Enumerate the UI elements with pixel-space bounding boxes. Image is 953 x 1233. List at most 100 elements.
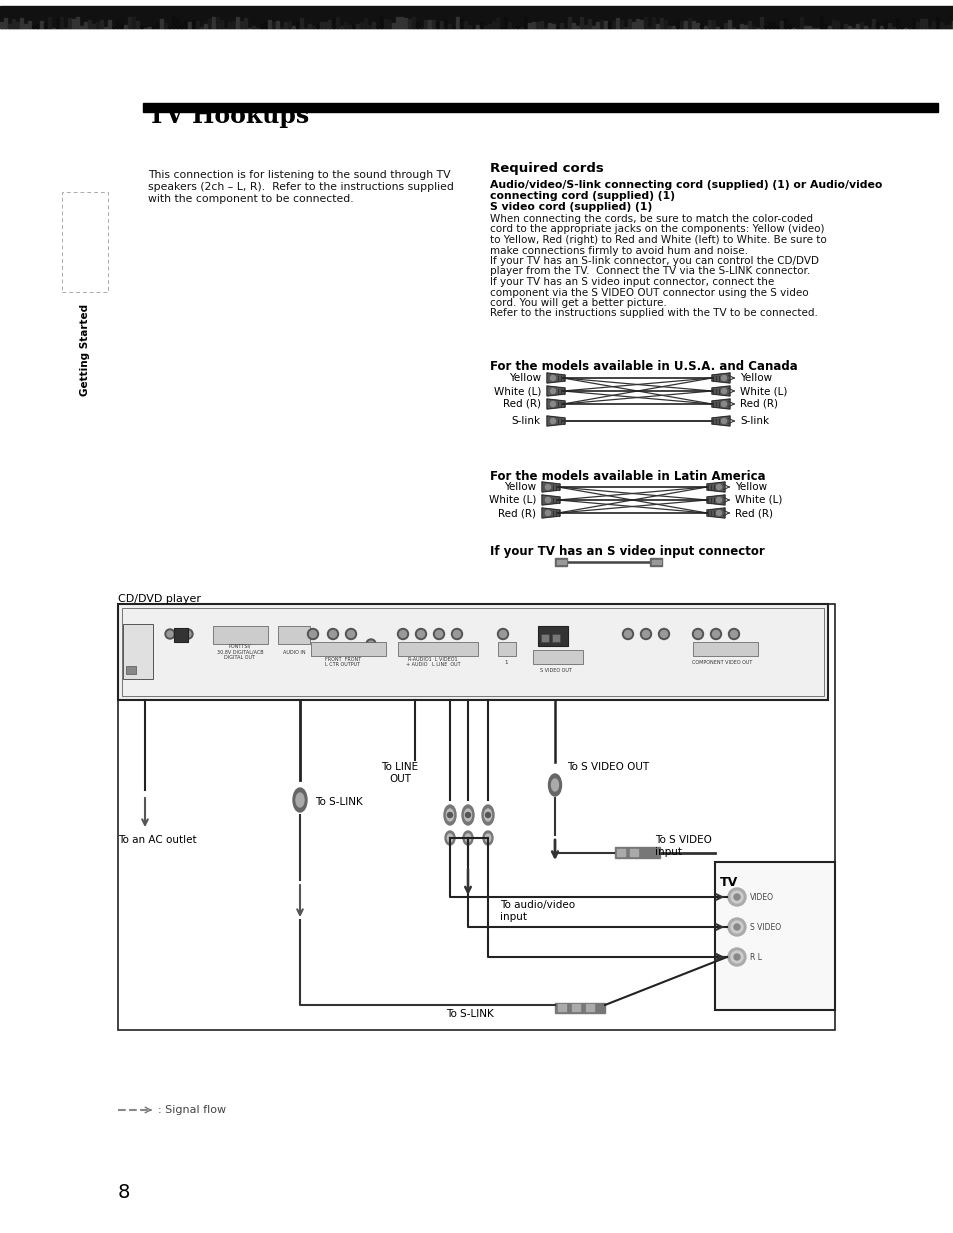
Text: To S-LINK: To S-LINK (314, 797, 362, 808)
Bar (915, 22, 918, 28)
Polygon shape (546, 399, 564, 409)
Text: Refer to the instructions supplied with the TV to be connected.: Refer to the instructions supplied with … (490, 308, 817, 318)
Bar (195, 21, 199, 28)
Bar (160, 18, 163, 28)
Bar (96, 22, 99, 28)
Bar (56, 18, 59, 28)
Bar (463, 21, 467, 28)
Bar (311, 642, 386, 656)
Bar (379, 17, 382, 28)
Bar (308, 23, 311, 28)
Text: To S-LINK: To S-LINK (446, 1009, 494, 1018)
Polygon shape (711, 399, 729, 409)
Circle shape (694, 630, 700, 637)
Text: If your TV has an S video input connector: If your TV has an S video input connecto… (490, 545, 764, 559)
Ellipse shape (481, 805, 494, 825)
Bar (118, 604, 827, 700)
Bar (639, 20, 642, 28)
Circle shape (720, 418, 726, 423)
Circle shape (550, 418, 555, 423)
Bar (643, 17, 646, 28)
Circle shape (545, 485, 550, 490)
Bar (344, 22, 347, 28)
Bar (264, 22, 267, 28)
Bar (122, 608, 823, 695)
Circle shape (710, 629, 720, 640)
Polygon shape (541, 494, 559, 506)
Bar (28, 21, 30, 28)
Bar (572, 23, 575, 28)
Bar (723, 23, 726, 28)
Bar (727, 20, 730, 28)
Circle shape (165, 629, 174, 639)
Bar (831, 20, 834, 28)
Ellipse shape (446, 809, 453, 821)
Bar (931, 21, 934, 28)
Bar (240, 21, 243, 28)
Text: Getting Started: Getting Started (80, 305, 90, 396)
Bar (476, 25, 478, 28)
Text: Required cords: Required cords (490, 162, 603, 175)
Bar (483, 26, 486, 28)
Text: If your TV has an S video input connector, connect the: If your TV has an S video input connecto… (490, 277, 774, 287)
Polygon shape (706, 508, 724, 518)
Bar (80, 26, 83, 28)
Bar (895, 18, 898, 28)
Bar (228, 22, 231, 28)
Circle shape (712, 630, 719, 637)
Ellipse shape (461, 805, 474, 825)
Circle shape (727, 919, 745, 936)
Bar (843, 23, 846, 28)
Circle shape (433, 629, 444, 640)
Bar (136, 21, 139, 28)
Text: Yellow: Yellow (734, 482, 766, 492)
Bar (557, 560, 560, 563)
Ellipse shape (485, 834, 490, 842)
Circle shape (733, 924, 740, 930)
Bar (651, 17, 655, 28)
Bar (352, 25, 355, 28)
Circle shape (716, 510, 720, 515)
Bar (585, 1004, 594, 1011)
Circle shape (720, 388, 726, 393)
Ellipse shape (447, 834, 453, 842)
Bar (627, 18, 630, 28)
Ellipse shape (443, 805, 456, 825)
Ellipse shape (551, 779, 558, 792)
Circle shape (716, 485, 720, 490)
Bar (0, 22, 3, 28)
Bar (60, 17, 63, 28)
Bar (260, 23, 263, 28)
Bar (339, 26, 343, 28)
Bar (558, 1004, 565, 1011)
Bar (656, 23, 659, 28)
Polygon shape (711, 374, 729, 383)
Bar (180, 25, 183, 28)
Text: TV Hookups: TV Hookups (148, 104, 309, 128)
Text: If your TV has an S-link connector, you can control the CD/DVD: If your TV has an S-link connector, you … (490, 256, 818, 266)
Bar (631, 22, 635, 28)
Bar (943, 25, 946, 28)
Bar (397, 642, 477, 656)
Bar (823, 23, 826, 28)
Circle shape (447, 813, 452, 817)
Bar (775, 26, 779, 28)
Bar (479, 22, 482, 28)
Circle shape (716, 497, 720, 503)
Bar (68, 18, 71, 28)
Bar (676, 21, 679, 28)
Text: To S VIDEO OUT: To S VIDEO OUT (566, 762, 648, 772)
Circle shape (720, 402, 726, 407)
Bar (232, 21, 234, 28)
Bar (120, 23, 123, 28)
Bar (368, 25, 371, 28)
Bar (743, 25, 746, 28)
Bar (375, 26, 378, 28)
Text: Yellow: Yellow (508, 374, 540, 383)
Text: To LINE
OUT: To LINE OUT (381, 762, 418, 784)
Polygon shape (546, 416, 564, 425)
Bar (235, 17, 239, 28)
Bar (607, 22, 610, 28)
Bar (696, 23, 699, 28)
Bar (855, 23, 858, 28)
